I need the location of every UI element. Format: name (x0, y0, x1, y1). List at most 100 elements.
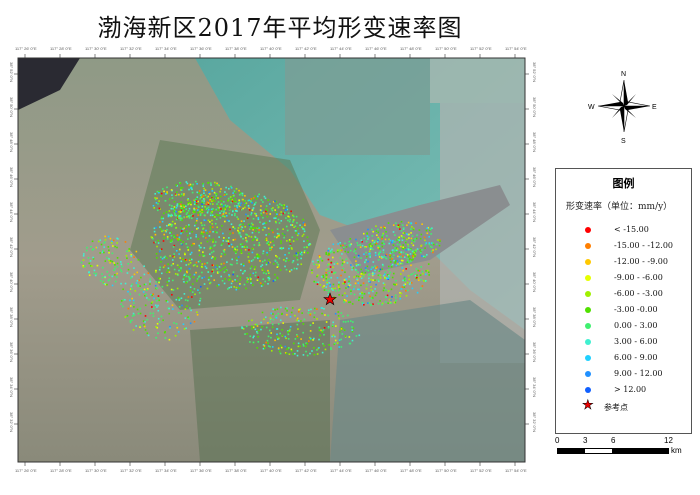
deformation-point (168, 307, 170, 310)
deformation-point (236, 206, 239, 209)
deformation-point (163, 256, 165, 259)
deformation-point (109, 260, 112, 262)
deformation-point (405, 268, 407, 270)
deformation-point (370, 297, 373, 300)
deformation-point (237, 256, 240, 258)
deformation-point (258, 242, 261, 244)
deformation-point (238, 189, 240, 192)
deformation-point (108, 251, 110, 254)
deformation-point (162, 188, 164, 190)
deformation-point (262, 252, 264, 255)
deformation-point (154, 193, 157, 195)
deformation-point (368, 280, 370, 283)
deformation-point (257, 276, 260, 279)
deformation-point (164, 331, 166, 333)
deformation-point (187, 296, 190, 298)
deformation-point (176, 214, 179, 217)
deformation-point (288, 216, 290, 218)
deformation-point (428, 274, 430, 276)
deformation-point (271, 326, 274, 329)
deformation-point (318, 256, 321, 258)
deformation-point (246, 217, 249, 220)
deformation-point (318, 346, 320, 349)
deformation-point (339, 249, 342, 252)
deformation-point (302, 218, 304, 221)
deformation-point (338, 288, 341, 290)
deformation-point (116, 272, 118, 275)
deformation-point (186, 216, 188, 218)
deformation-point (179, 215, 182, 217)
deformation-point (84, 265, 86, 268)
deformation-point (367, 269, 370, 272)
deformation-point (323, 333, 325, 336)
deformation-point (230, 286, 233, 288)
deformation-point (220, 244, 223, 247)
deformation-point (189, 237, 192, 239)
deformation-point (265, 234, 267, 236)
deformation-point (230, 198, 232, 200)
deformation-point (136, 271, 139, 274)
deformation-point (132, 329, 135, 331)
deformation-point (294, 338, 297, 340)
deformation-point (316, 266, 319, 269)
deformation-point (348, 275, 351, 278)
deformation-point (232, 271, 235, 273)
east-label: E (652, 104, 657, 111)
deformation-point (177, 239, 180, 242)
deformation-point (322, 342, 324, 345)
deformation-point (168, 223, 171, 225)
deformation-point (377, 274, 380, 277)
deformation-point (398, 226, 401, 228)
deformation-point (397, 225, 399, 228)
deformation-point (188, 317, 190, 320)
deformation-point (170, 264, 173, 267)
deformation-point (365, 259, 367, 261)
deformation-point (368, 273, 371, 275)
west-label: W (588, 104, 595, 111)
deformation-point (347, 251, 349, 254)
deformation-point (104, 238, 107, 241)
deformation-point (184, 273, 186, 276)
deformation-point (212, 238, 215, 241)
deformation-point (254, 274, 257, 277)
deformation-point (260, 212, 262, 215)
deformation-point (245, 233, 247, 236)
deformation-point (193, 210, 196, 212)
deformation-point (429, 228, 432, 230)
deformation-point (407, 221, 410, 224)
deformation-point (274, 200, 276, 203)
deformation-point (248, 199, 250, 202)
deformation-point (403, 256, 406, 259)
deformation-point (398, 223, 401, 226)
lon-tick-label: 117° 36' 0"E (190, 468, 212, 473)
deformation-point (238, 204, 240, 207)
deformation-point (287, 338, 290, 340)
deformation-point (216, 268, 219, 270)
deformation-point (106, 270, 109, 273)
deformation-point (182, 241, 184, 243)
deformation-point (327, 254, 330, 256)
deformation-point (340, 328, 343, 330)
deformation-point (188, 184, 190, 187)
deformation-point (241, 246, 244, 248)
deformation-point (179, 219, 182, 221)
deformation-point (143, 265, 145, 268)
deformation-point (371, 273, 374, 276)
deformation-point (375, 225, 377, 227)
deformation-point (191, 188, 193, 191)
deformation-point (188, 259, 191, 262)
deformation-point (328, 272, 331, 274)
deformation-point (275, 200, 277, 203)
deformation-point (277, 323, 280, 325)
deformation-point (276, 256, 278, 258)
deformation-point (293, 254, 296, 257)
deformation-point (351, 268, 353, 271)
deformation-point (355, 260, 357, 262)
deformation-point (137, 258, 140, 261)
deformation-point (185, 181, 188, 183)
deformation-point (213, 191, 216, 194)
deformation-point (411, 287, 414, 290)
deformation-point (278, 337, 280, 340)
deformation-point (347, 314, 349, 317)
deformation-point (130, 254, 133, 256)
